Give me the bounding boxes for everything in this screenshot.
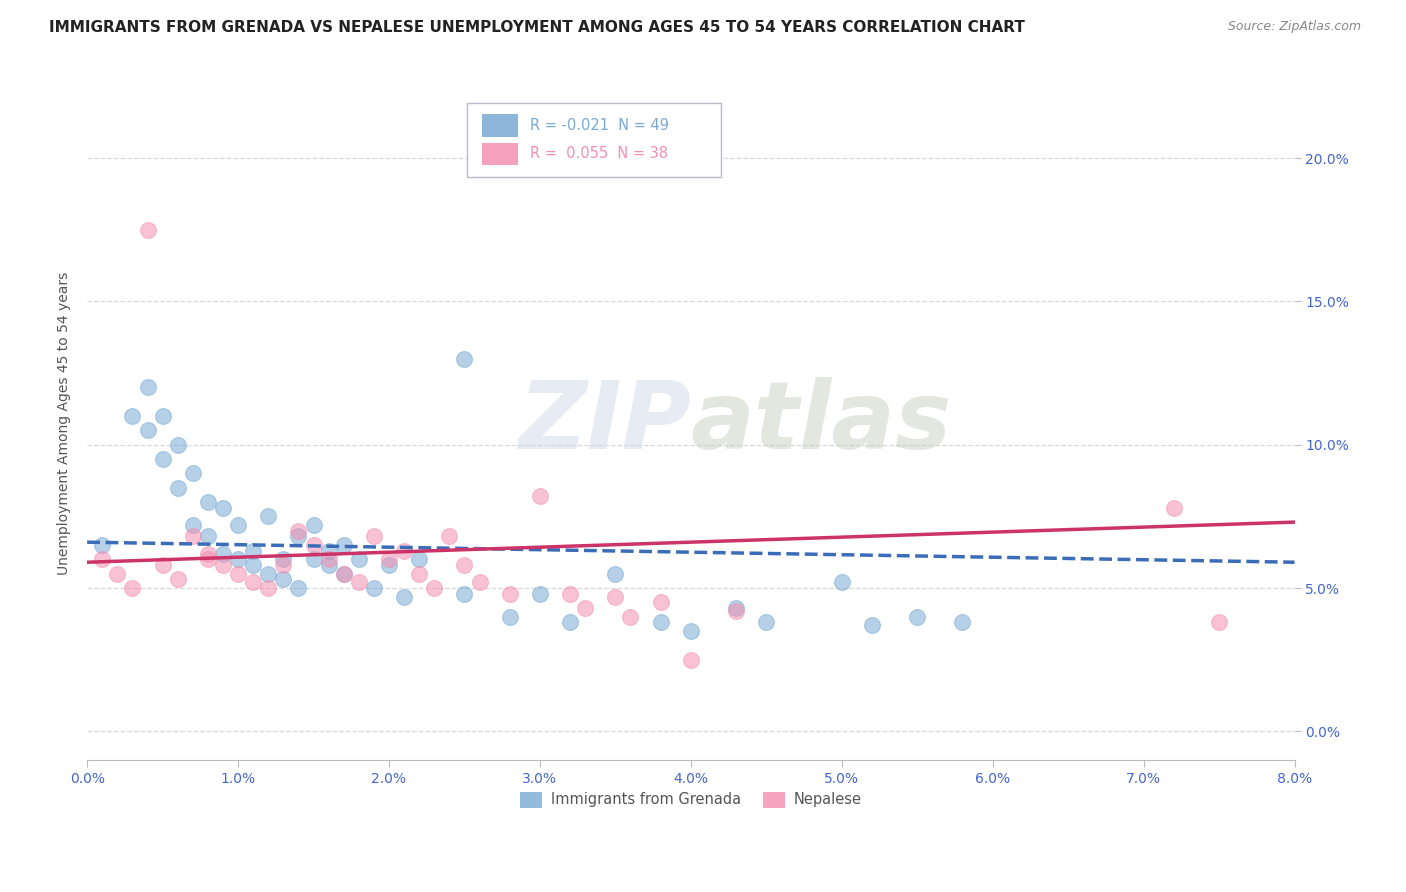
Point bbox=[152, 558, 174, 573]
Point bbox=[242, 558, 264, 573]
Text: R =  0.055  N = 38: R = 0.055 N = 38 bbox=[530, 146, 668, 161]
Point bbox=[453, 587, 475, 601]
Point bbox=[1208, 615, 1230, 630]
Point bbox=[860, 618, 883, 632]
Y-axis label: Unemployment Among Ages 45 to 54 years: Unemployment Among Ages 45 to 54 years bbox=[58, 271, 72, 574]
Point bbox=[197, 547, 219, 561]
Point bbox=[499, 609, 522, 624]
Point bbox=[378, 558, 401, 573]
Point bbox=[378, 552, 401, 566]
Point bbox=[302, 552, 325, 566]
Point bbox=[679, 624, 702, 638]
Point bbox=[468, 575, 491, 590]
Point bbox=[197, 529, 219, 543]
Point bbox=[332, 538, 354, 552]
Point bbox=[363, 529, 385, 543]
Point bbox=[257, 566, 280, 581]
Point bbox=[257, 581, 280, 595]
Point bbox=[212, 547, 235, 561]
Point bbox=[905, 609, 928, 624]
Point bbox=[197, 552, 219, 566]
Point bbox=[121, 581, 143, 595]
Point bbox=[105, 566, 128, 581]
Legend: Immigrants from Grenada, Nepalese: Immigrants from Grenada, Nepalese bbox=[515, 786, 868, 814]
Point bbox=[226, 566, 249, 581]
FancyBboxPatch shape bbox=[467, 103, 721, 178]
Point bbox=[439, 529, 461, 543]
Point bbox=[529, 587, 551, 601]
Point bbox=[287, 529, 309, 543]
Point bbox=[755, 615, 778, 630]
Point bbox=[725, 601, 748, 615]
Point bbox=[136, 423, 159, 437]
Point bbox=[725, 604, 748, 618]
Point bbox=[226, 552, 249, 566]
Point bbox=[212, 558, 235, 573]
Point bbox=[287, 524, 309, 538]
Point bbox=[529, 489, 551, 503]
Point bbox=[605, 590, 627, 604]
Point bbox=[273, 552, 295, 566]
Point bbox=[392, 543, 415, 558]
Point bbox=[408, 552, 430, 566]
Point bbox=[166, 438, 188, 452]
Point bbox=[408, 566, 430, 581]
Point bbox=[166, 573, 188, 587]
Point bbox=[242, 575, 264, 590]
Point bbox=[952, 615, 974, 630]
Text: ZIP: ZIP bbox=[517, 377, 690, 469]
Point bbox=[302, 518, 325, 533]
Point bbox=[423, 581, 446, 595]
Point bbox=[558, 587, 581, 601]
Point bbox=[212, 500, 235, 515]
Point bbox=[679, 653, 702, 667]
Text: Source: ZipAtlas.com: Source: ZipAtlas.com bbox=[1227, 20, 1361, 33]
Point bbox=[619, 609, 641, 624]
Point bbox=[392, 590, 415, 604]
Point bbox=[318, 543, 340, 558]
Point bbox=[197, 495, 219, 509]
Text: R = -0.021  N = 49: R = -0.021 N = 49 bbox=[530, 118, 669, 133]
Point bbox=[91, 552, 114, 566]
Point bbox=[257, 509, 280, 524]
Point bbox=[558, 615, 581, 630]
Point bbox=[332, 566, 354, 581]
Point bbox=[363, 581, 385, 595]
Point bbox=[242, 543, 264, 558]
Point bbox=[181, 518, 204, 533]
Point bbox=[831, 575, 853, 590]
Text: IMMIGRANTS FROM GRENADA VS NEPALESE UNEMPLOYMENT AMONG AGES 45 TO 54 YEARS CORRE: IMMIGRANTS FROM GRENADA VS NEPALESE UNEM… bbox=[49, 20, 1025, 35]
Point bbox=[453, 558, 475, 573]
Point bbox=[605, 566, 627, 581]
Point bbox=[136, 380, 159, 394]
Point bbox=[273, 573, 295, 587]
FancyBboxPatch shape bbox=[482, 143, 519, 165]
Point bbox=[318, 552, 340, 566]
Point bbox=[347, 575, 370, 590]
Text: atlas: atlas bbox=[690, 377, 952, 469]
Point bbox=[332, 566, 354, 581]
Point bbox=[152, 452, 174, 467]
Point bbox=[226, 518, 249, 533]
Point bbox=[273, 558, 295, 573]
Point bbox=[287, 581, 309, 595]
Point bbox=[302, 538, 325, 552]
FancyBboxPatch shape bbox=[482, 114, 519, 136]
Point bbox=[574, 601, 596, 615]
Point bbox=[650, 595, 672, 609]
Point bbox=[181, 529, 204, 543]
Point bbox=[499, 587, 522, 601]
Point bbox=[181, 467, 204, 481]
Point bbox=[121, 409, 143, 423]
Point bbox=[1163, 500, 1185, 515]
Point bbox=[136, 223, 159, 237]
Point bbox=[91, 538, 114, 552]
Point bbox=[650, 615, 672, 630]
Point bbox=[166, 481, 188, 495]
Point bbox=[347, 552, 370, 566]
Point bbox=[152, 409, 174, 423]
Point bbox=[318, 558, 340, 573]
Point bbox=[453, 351, 475, 366]
